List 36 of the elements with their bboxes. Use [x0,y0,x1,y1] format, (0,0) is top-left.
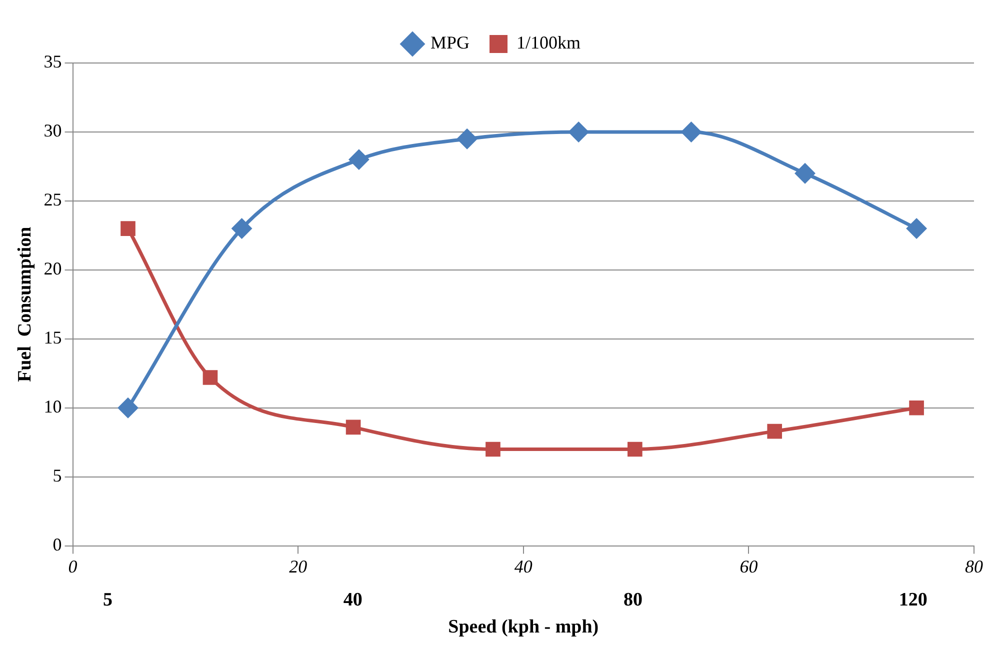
point [118,398,138,418]
legend-label: 1/100km [516,32,581,53]
point [457,129,477,149]
point [486,442,500,457]
x-axis-title: Speed (kph - mph) [448,616,599,638]
y-tick-label: 10 [44,396,62,417]
point [120,221,136,236]
y-tick-label: 30 [44,120,62,141]
x-tick-label: 60 [740,556,758,576]
x-tick-label: 20 [289,556,308,576]
x2-tick-label: 120 [898,590,928,611]
x-tick-label: 40 [514,556,532,576]
y-tick-label: 5 [52,466,62,486]
y-tick-label: 35 [44,52,62,72]
y-tick-label: 0 [52,534,62,555]
y-tick-label: 25 [44,190,62,210]
point [232,218,252,238]
point [628,442,642,457]
point [568,122,588,142]
point [795,164,815,184]
x2-tick-label: 80 [623,590,642,611]
point [682,122,701,142]
x-tick-label: 0 [68,556,78,576]
y-tick-label: 15 [44,328,62,348]
legend-label: MPG [430,32,470,53]
point [349,150,369,170]
point [346,420,361,435]
point [909,400,924,416]
point [906,218,926,238]
point [202,370,218,385]
y-axis-title: Fuel Consumption [14,226,36,382]
x2-tick-label: 40 [343,590,362,611]
y-tick-label: 20 [44,258,62,279]
x2-tick-label: 5 [103,590,113,611]
x-tick-label: 80 [965,556,983,576]
point [767,424,782,439]
